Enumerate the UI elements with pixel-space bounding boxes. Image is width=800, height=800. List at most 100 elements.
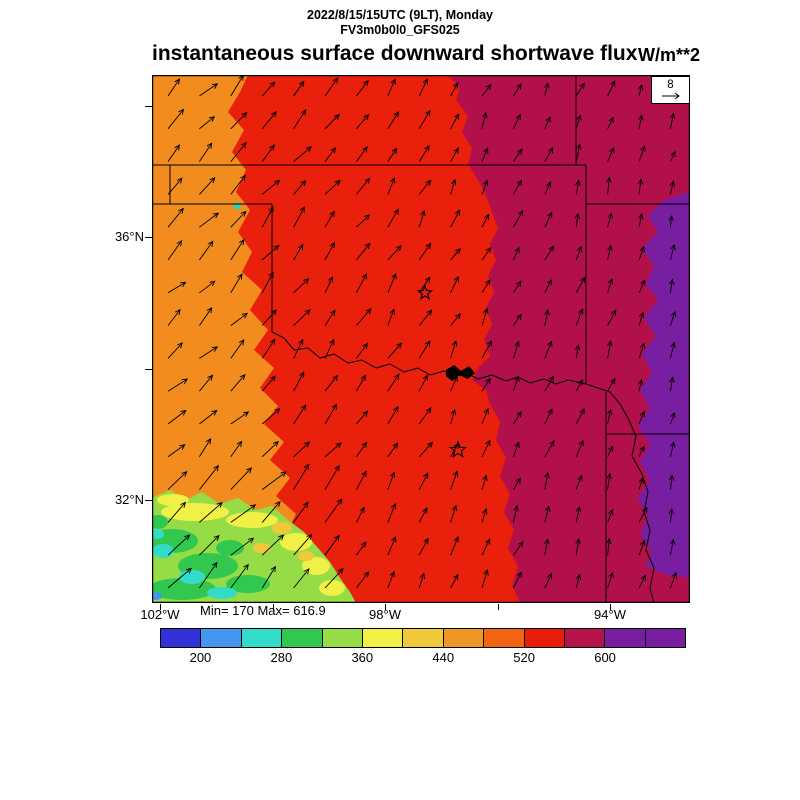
wind-arrow <box>324 534 340 556</box>
wind-arrow <box>324 442 342 458</box>
wind-arrow <box>669 441 676 457</box>
wind-arrow <box>167 567 193 589</box>
wind-arrow <box>668 278 675 293</box>
header-model: FV3m0b0l0_GFS025 <box>340 23 460 37</box>
wind-arrow <box>481 147 489 162</box>
wind-arrow <box>607 146 615 162</box>
wind-arrow <box>387 405 399 425</box>
axis-tick <box>145 237 152 239</box>
wind-arrow <box>481 111 488 129</box>
wind-arrow <box>481 179 489 195</box>
wind-arrow <box>324 113 340 130</box>
wind-arrow <box>356 79 369 97</box>
wind-arrow <box>324 210 335 228</box>
wind-arrow <box>230 339 245 359</box>
wind-arrow <box>638 114 644 129</box>
wind-arrow <box>167 444 186 458</box>
wind-arrow <box>544 505 551 523</box>
wind-arrow <box>324 77 339 97</box>
wind-arrow <box>387 570 395 589</box>
wind-arrow <box>293 80 305 97</box>
wind-arrow <box>668 508 675 523</box>
wind-arrow <box>481 213 490 228</box>
wind-arrow <box>230 440 243 458</box>
wind-arrow <box>199 306 213 326</box>
wind-arrow <box>230 174 246 195</box>
wind-arrow <box>387 308 395 326</box>
wind-arrow <box>512 571 522 589</box>
wind-arrow <box>512 340 520 359</box>
wind-arrow <box>261 471 287 490</box>
wind-arrow <box>199 438 212 458</box>
cloud-yellow-patch <box>280 533 312 551</box>
wind-arrow <box>387 502 397 523</box>
wind-arrow <box>575 537 581 556</box>
wind-arrow <box>418 242 432 261</box>
axis-tick <box>145 500 152 502</box>
wind-arrow <box>450 573 459 589</box>
wind-arrow <box>668 474 675 490</box>
wind-arrow <box>450 504 458 523</box>
wind-arrow <box>606 176 612 195</box>
wind-arrow <box>606 472 613 490</box>
plot-title: instantaneous surface downward shortwave… <box>152 42 638 65</box>
wind-arrow <box>261 375 276 392</box>
colorbar-tick-label: 360 <box>351 650 374 665</box>
wind-arrow <box>167 342 183 359</box>
wind-arrow <box>450 248 461 261</box>
wind-arrow <box>450 147 459 162</box>
wind-arrow <box>638 477 644 490</box>
wind-arrow <box>481 538 491 556</box>
wind-arrow <box>512 113 521 129</box>
wind-arrow <box>230 312 249 326</box>
wind-arrow <box>261 179 281 195</box>
colorbar-segment <box>321 628 363 648</box>
wind-arrow <box>637 378 644 392</box>
wind-arrow <box>637 178 644 195</box>
wind-arrow <box>418 109 431 130</box>
region-orange-west <box>152 75 302 603</box>
wind-arrow <box>513 540 524 556</box>
wind-arrow <box>418 441 434 458</box>
colorbar-segment <box>523 628 565 648</box>
axis-tick <box>610 604 612 610</box>
colorbar-segment <box>240 628 283 648</box>
lon-axis-label: 94°W <box>594 607 626 622</box>
wind-arrow <box>293 441 311 458</box>
wind-arrow <box>544 471 550 490</box>
wind-arrow <box>199 561 218 589</box>
region-purple-east <box>638 192 690 578</box>
wind-arrow <box>387 208 399 228</box>
wind-arrow <box>418 407 432 425</box>
wind-arrow <box>199 212 220 228</box>
wind-arrow <box>293 568 310 589</box>
colorbar-tick-label: 600 <box>594 650 616 665</box>
wind-arrow <box>167 281 187 294</box>
wind-arrow <box>387 272 397 293</box>
wind-arrow <box>324 147 337 162</box>
wind-arrow <box>637 84 644 97</box>
wind-arrow <box>167 534 191 556</box>
wind-arrow <box>575 407 585 425</box>
wind-arrow <box>199 116 216 130</box>
wind-arrow <box>575 82 585 97</box>
wind-arrow <box>418 472 429 490</box>
wind-arrow <box>199 280 216 294</box>
wind-arrow <box>356 506 365 523</box>
wind-arrow <box>513 83 522 97</box>
wind-arrow <box>356 273 367 294</box>
wind-arrow <box>575 308 584 326</box>
wind-arrow <box>638 445 645 457</box>
state-borders <box>152 75 690 603</box>
wind-arrow <box>199 374 214 392</box>
wind-arrow <box>513 148 523 162</box>
wind-arrow <box>324 464 340 490</box>
wind-arrow <box>418 374 428 392</box>
map-frame <box>152 75 690 603</box>
wind-arrow <box>293 533 313 556</box>
cloud-green-patch <box>152 578 216 600</box>
wind-arrow <box>167 239 183 261</box>
wind-arrow <box>230 467 253 490</box>
wind-arrow <box>607 571 614 589</box>
